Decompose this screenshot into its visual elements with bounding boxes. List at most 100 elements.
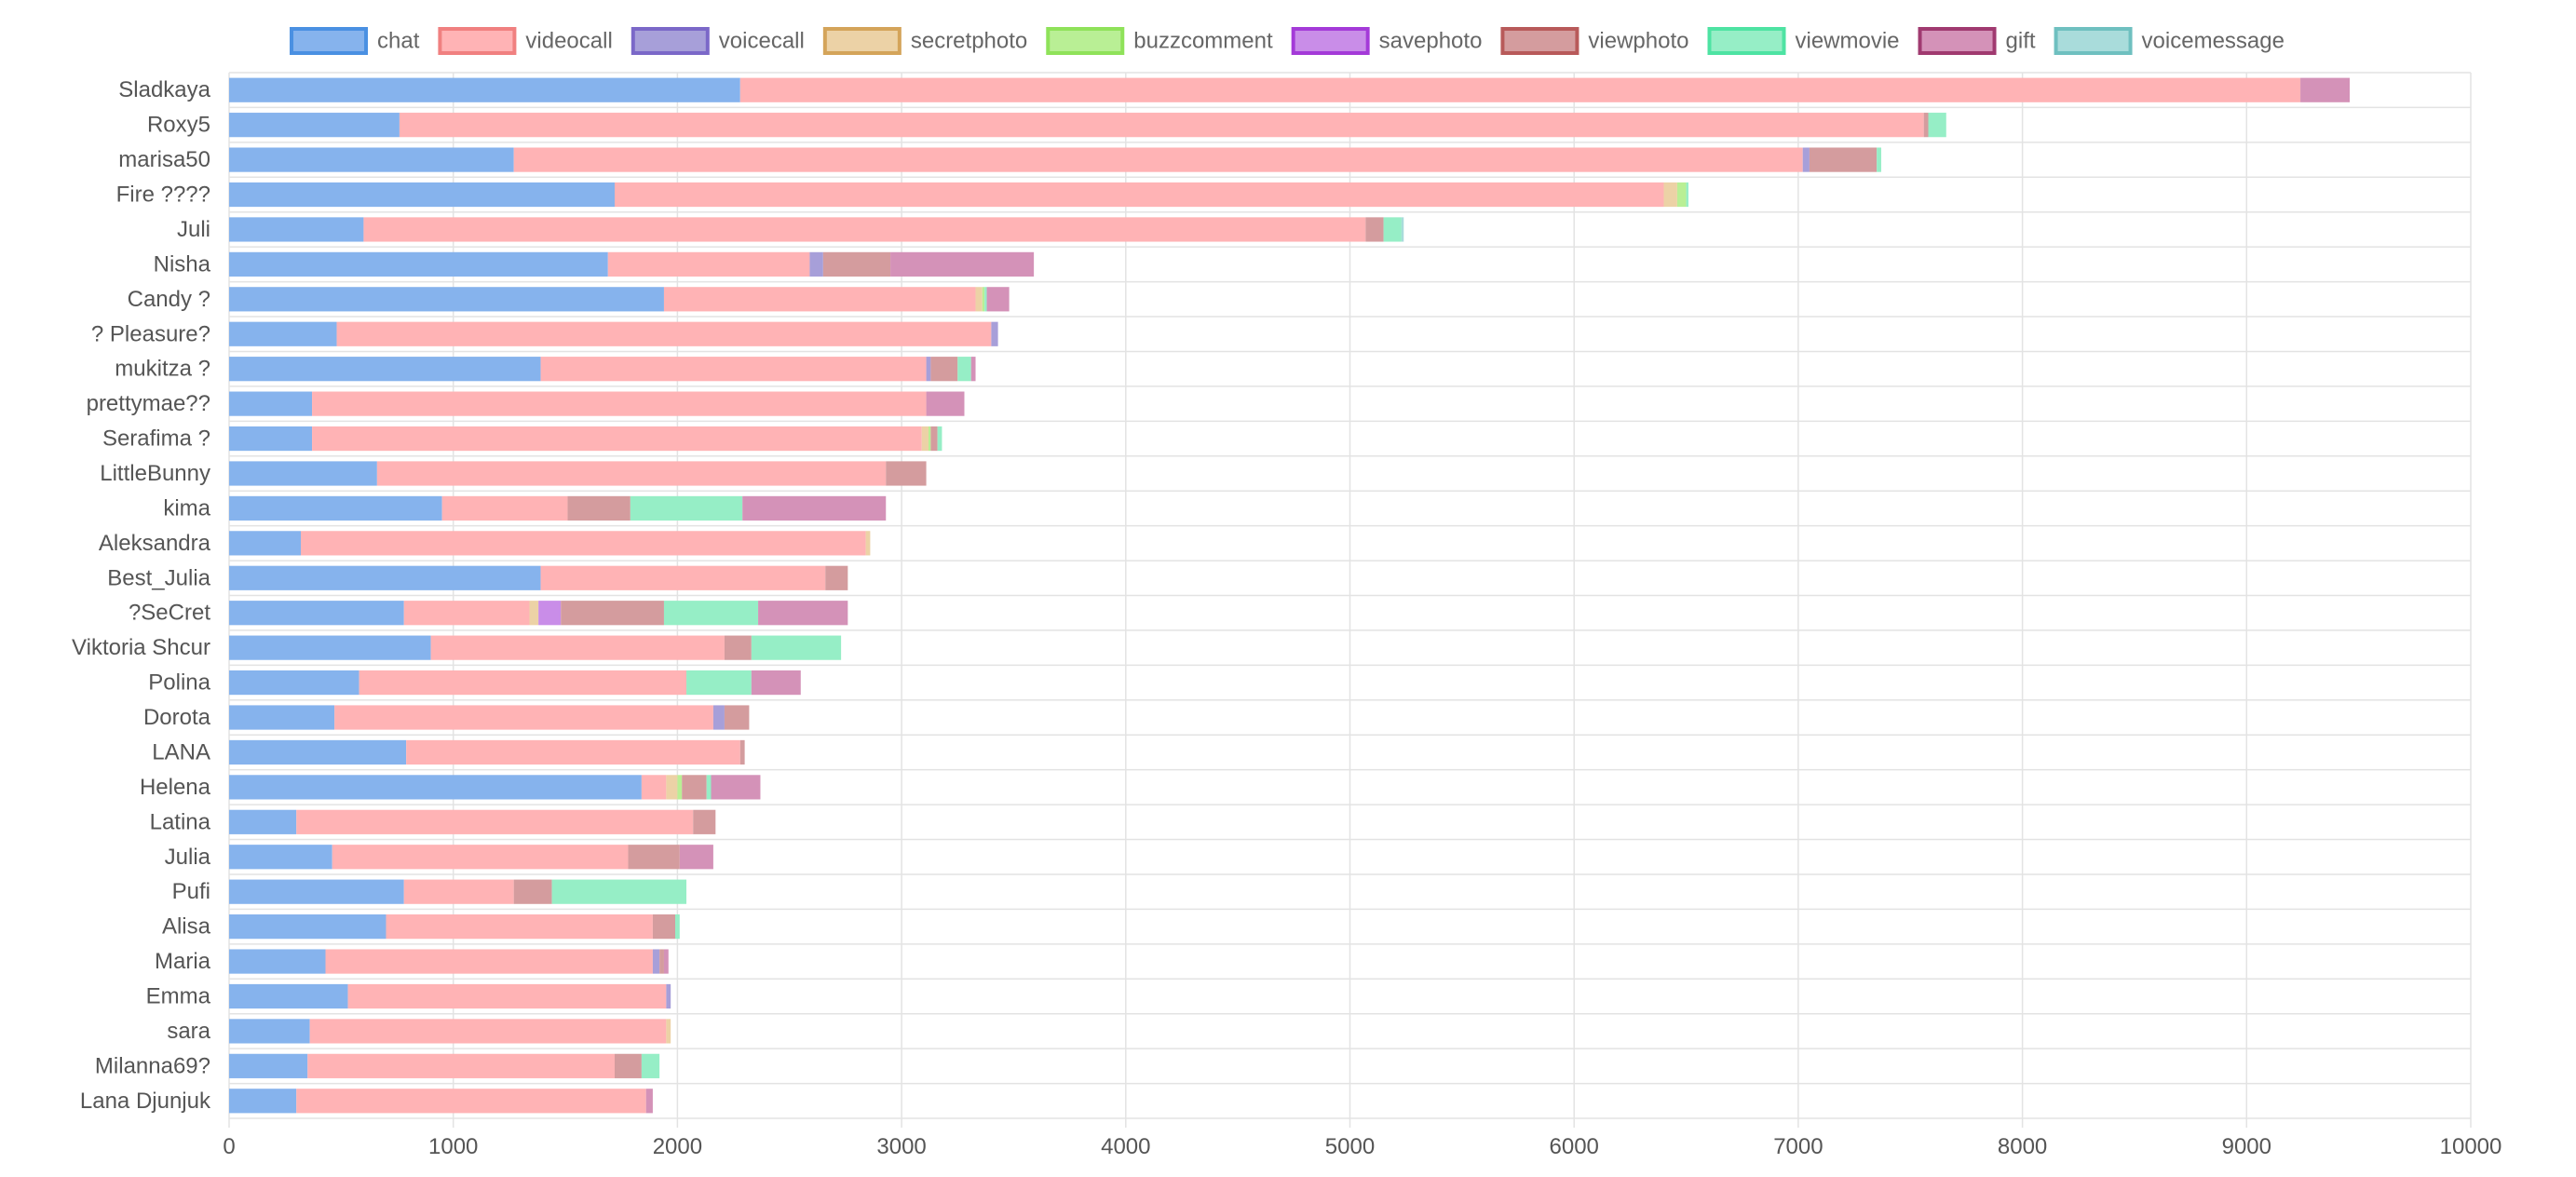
bar-chat xyxy=(229,426,313,452)
legend-label: chat xyxy=(377,29,420,54)
bar-videocall xyxy=(376,461,887,486)
x-tick-label: 5000 xyxy=(1325,1134,1375,1159)
category-label: Sladkaya xyxy=(118,77,210,102)
bar-videocall xyxy=(296,809,694,834)
category-label: Nisha xyxy=(154,251,211,277)
legend: chat videocall voicecall secretphoto buzzcom… xyxy=(290,27,2285,55)
legend-label: savephoto xyxy=(1379,29,1483,54)
bar-gift xyxy=(645,1089,653,1114)
bar-viewmovie xyxy=(957,357,971,382)
bar-gift xyxy=(986,287,1010,312)
category-label: ?SeCret xyxy=(129,601,210,626)
bar-videocall xyxy=(615,182,1664,208)
category-label: Roxy5 xyxy=(147,113,210,138)
bar-chat xyxy=(229,670,359,696)
category-label: marisa50 xyxy=(118,147,210,172)
bar-videocall xyxy=(399,113,1924,138)
bar-viewmovie xyxy=(663,601,759,626)
bar-videocall xyxy=(301,531,866,556)
legend-item-videocall[interactable]: videocall xyxy=(438,27,613,55)
bar-chat xyxy=(229,495,442,521)
legend-swatch xyxy=(1291,27,1370,55)
bar-viewphoto xyxy=(1365,217,1384,242)
bar-chat xyxy=(229,461,377,486)
legend-label: voicemessage xyxy=(2142,29,2285,54)
bar-chat xyxy=(229,391,313,416)
bar-secretphoto xyxy=(666,1019,671,1044)
bar-gift xyxy=(711,775,761,800)
category-label: Viktoria Shcur xyxy=(72,635,210,660)
legend-item-chat[interactable]: chat xyxy=(290,27,420,55)
legend-swatch xyxy=(1707,27,1786,55)
category-label: Dorota xyxy=(143,705,211,730)
legend-item-voicemessage[interactable]: voicemessage xyxy=(2054,27,2285,55)
bar-videocall xyxy=(641,775,667,800)
bar-viewphoto xyxy=(659,949,664,974)
bar-voicecall xyxy=(666,983,671,1009)
x-tick-label: 0 xyxy=(223,1134,235,1159)
bar-viewphoto xyxy=(886,461,927,486)
legend-item-voicecall[interactable]: voicecall xyxy=(630,27,805,55)
bar-voicecall xyxy=(926,357,931,382)
legend-item-secretphoto[interactable]: secretphoto xyxy=(822,27,1027,55)
bar-chat xyxy=(229,601,404,626)
bar-videocall xyxy=(441,495,568,521)
bar-secretphoto xyxy=(921,426,929,452)
bar-chat xyxy=(229,983,348,1009)
bar-gift xyxy=(2300,77,2351,102)
bar-viewmovie xyxy=(551,879,687,904)
bar-videocall xyxy=(359,670,687,696)
bar-gift xyxy=(758,601,848,626)
bar-viewphoto xyxy=(567,495,630,521)
bar-gift xyxy=(890,251,1035,277)
category-label: Emma xyxy=(146,983,211,1008)
bar-chat xyxy=(229,775,642,800)
grid xyxy=(228,72,2472,1128)
bar-chat xyxy=(229,357,541,382)
category-label: Polina xyxy=(148,670,210,696)
bar-buzzcomment xyxy=(677,775,683,800)
bar-videocall xyxy=(403,879,514,904)
bar-videocall xyxy=(663,287,976,312)
bar-buzzcomment xyxy=(928,426,931,452)
bar-videocall xyxy=(325,949,653,974)
legend-item-savephoto[interactable]: savephoto xyxy=(1291,27,1483,55)
bar-videocall xyxy=(540,565,826,590)
legend-item-viewphoto[interactable]: viewphoto xyxy=(1500,27,1689,55)
category-label: Maria xyxy=(155,949,211,974)
x-tick-label: 2000 xyxy=(653,1134,702,1159)
bar-viewmovie xyxy=(751,635,842,660)
category-label: Best_Julia xyxy=(107,565,210,590)
bar-chat xyxy=(229,113,400,138)
bar-chat xyxy=(229,705,335,730)
legend-swatch xyxy=(290,27,369,55)
category-label: LANA xyxy=(152,739,210,764)
bar-chat xyxy=(229,1019,310,1044)
bar-viewphoto xyxy=(561,601,664,626)
bar-viewmovie xyxy=(1928,113,1946,138)
legend-swatch xyxy=(1046,27,1125,55)
legend-label: viewmovie xyxy=(1796,29,1900,54)
bar-chat xyxy=(229,1053,308,1078)
bar-viewmovie xyxy=(1383,217,1402,242)
legend-item-gift[interactable]: gift xyxy=(1918,27,2036,55)
legend-item-viewmovie[interactable]: viewmovie xyxy=(1707,27,1900,55)
bar-viewmovie xyxy=(674,914,680,940)
legend-label: secretphoto xyxy=(911,29,1027,54)
legend-item-buzzcomment[interactable]: buzzcomment xyxy=(1046,27,1273,55)
legend-label: buzzcomment xyxy=(1133,29,1273,54)
bar-secretphoto xyxy=(865,531,871,556)
bar-gift xyxy=(926,391,965,416)
bar-voicecall xyxy=(809,251,823,277)
bar-chat xyxy=(229,531,302,556)
bars xyxy=(229,77,2351,1114)
category-label: Julia xyxy=(165,845,211,870)
legend-swatch xyxy=(822,27,902,55)
bar-viewmovie xyxy=(630,495,743,521)
category-label: Latina xyxy=(150,809,211,834)
legend-label: videocall xyxy=(525,29,612,54)
bar-voicemessage xyxy=(1401,217,1404,242)
bar-chat xyxy=(229,565,541,590)
bar-viewphoto xyxy=(1809,147,1878,172)
bar-chat xyxy=(229,147,514,172)
